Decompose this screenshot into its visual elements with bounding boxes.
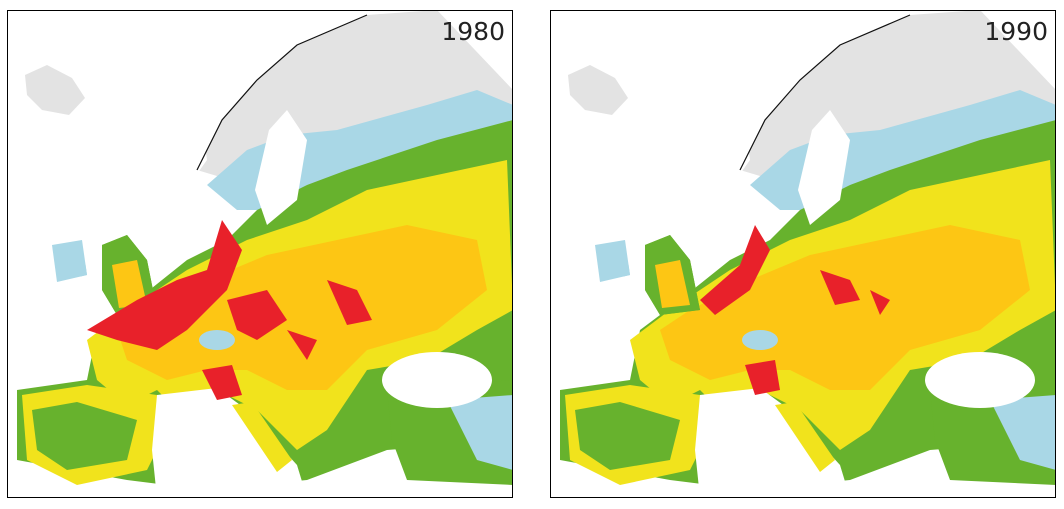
red-areas <box>700 225 890 395</box>
year-label: 1980 <box>441 17 505 46</box>
panel-frame <box>7 10 513 498</box>
red-areas <box>87 220 372 400</box>
panel-frame <box>550 10 1056 498</box>
map-panel-1980: 1980 <box>7 10 513 498</box>
year-label: 1990 <box>984 17 1048 46</box>
map-panel-1990: 1990 <box>550 10 1056 498</box>
